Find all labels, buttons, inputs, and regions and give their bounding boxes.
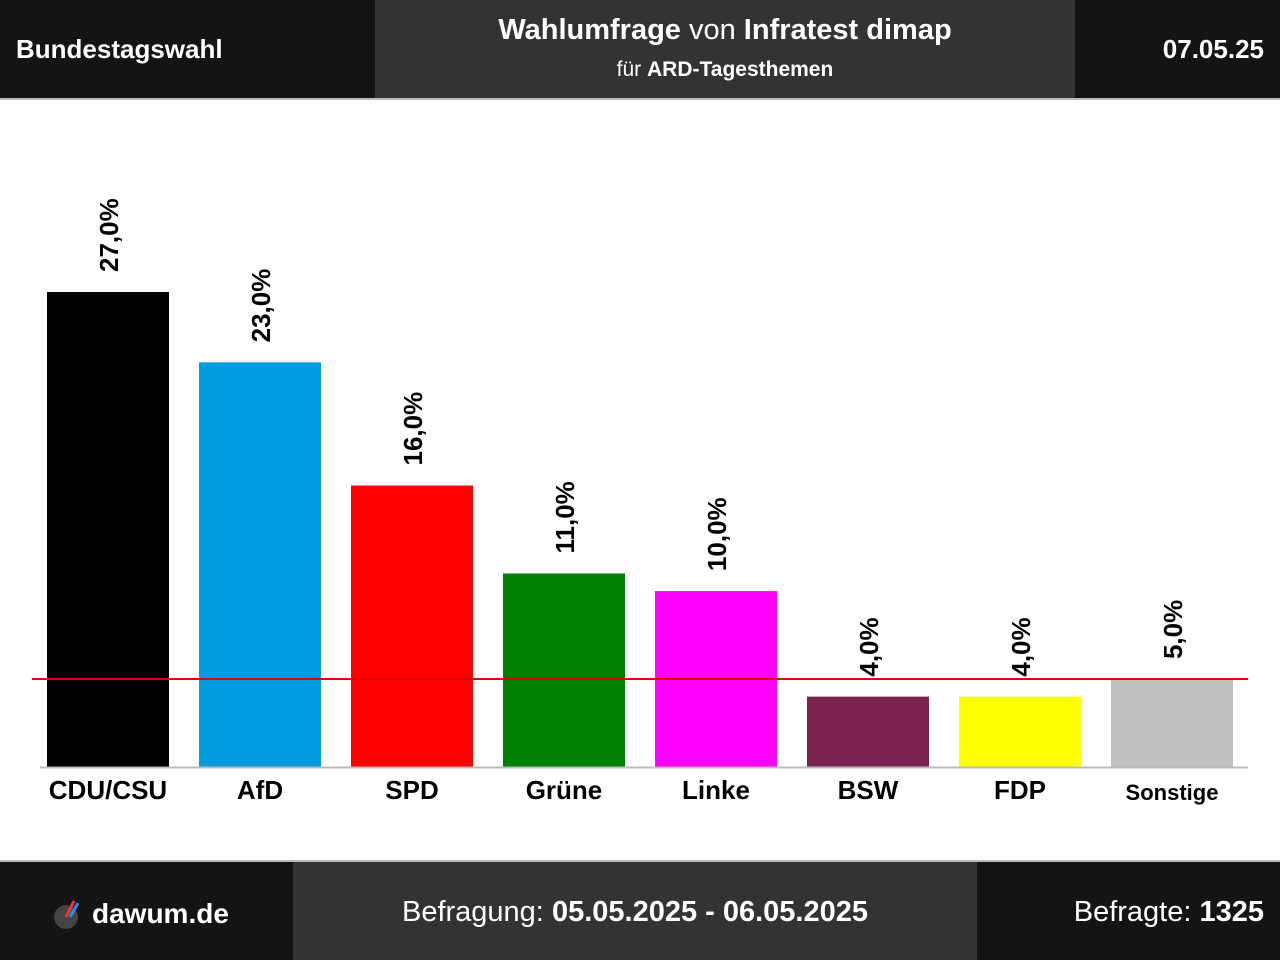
category-label-5: BSW [838,775,899,805]
bar-7 [1111,679,1233,767]
respondents-label: Befragte: [1073,896,1200,928]
category-label-4: Linke [682,775,750,805]
footer-brand-block[interactable]: dawum.de [0,862,293,960]
bar-5 [807,696,929,767]
poll-title: Wahlumfrage von Infratest dimap [375,14,1075,47]
bar-0 [47,292,169,767]
bar-3 [503,573,625,767]
value-label-7: 5,0% [1158,600,1188,659]
category-label-1: AfD [237,775,283,805]
footer-bar: dawum.de Befragung: 05.05.2025 - 06.05.2… [0,862,1280,960]
brand-name: dawum.de [92,898,229,929]
respondents-value: 1325 [1199,896,1264,928]
value-label-0: 27,0% [94,198,124,272]
category-label-7: Sonstige [1126,780,1219,805]
poll-subtitle-prefix: für [616,58,648,81]
publication-date: 07.05.25 [1075,0,1280,98]
value-label-1: 23,0% [246,269,276,343]
header-divider [0,98,1280,100]
client-name: ARD-Tagesthemen [647,58,834,81]
value-label-2: 16,0% [398,392,428,466]
value-label-4: 10,0% [702,497,732,571]
bar-1 [199,362,321,767]
survey-period-block: Befragung: 05.05.2025 - 06.05.2025 [293,862,977,960]
bar-2 [351,485,473,767]
poll-title-connector: von [680,14,744,46]
bar-6 [959,696,1081,767]
survey-period-value: 05.05.2025 - 06.05.2025 [551,896,868,928]
category-label-6: FDP [994,775,1046,805]
survey-period-label: Befragung: [401,896,552,928]
category-label-2: SPD [385,775,438,805]
value-label-5: 4,0% [854,617,884,676]
dawum-logo-icon [54,900,80,929]
header-bar: Bundestagswahl Wahlumfrage von Infratest… [0,0,1280,98]
value-label-3: 11,0% [550,481,580,553]
value-label-6: 4,0% [1006,617,1036,676]
footer-divider [0,860,1280,862]
respondents-block: Befragte: 1325 [977,862,1280,960]
poll-title-type: Wahlumfrage [498,14,681,46]
poll-subtitle: für ARD-Tagesthemen [375,58,1075,82]
category-label-3: Grüne [526,775,603,805]
poll-bar-chart: 27,0% CDU/CSU 23,0% AfD 16,0% SPD 11,0% Grüne 10… [32,198,1248,805]
pollster-name: Infratest dimap [743,14,952,46]
header-title-block: Wahlumfrage von Infratest dimap für ARD-… [375,0,1075,98]
category-label-0: CDU/CSU [49,775,167,805]
election-type: Bundestagswahl [0,0,375,98]
